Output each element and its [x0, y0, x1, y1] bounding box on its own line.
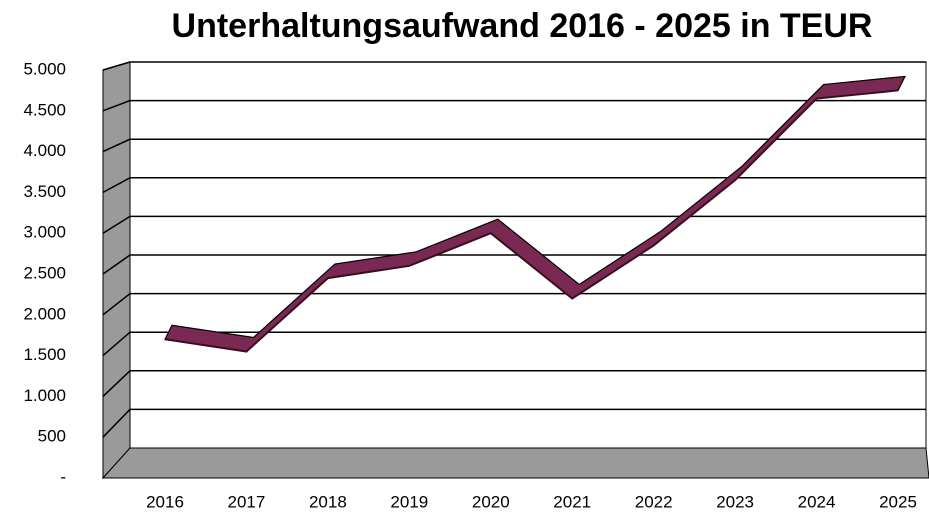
grid-line-side: [102, 61, 131, 71]
grid-line-side: [102, 99, 131, 112]
line: [164, 89, 899, 353]
y-tick-label: 2.000: [23, 304, 66, 323]
grid-line-side: [102, 254, 131, 275]
left-wall: [102, 61, 131, 480]
x-tick-label: 2019: [390, 492, 428, 511]
grid-line-side: [102, 177, 131, 194]
x-tick-label: 2020: [472, 492, 510, 511]
grid-line-side: [102, 215, 131, 234]
y-tick-label: 1.500: [23, 345, 66, 364]
y-tick-label: -: [60, 467, 66, 486]
y-tick-label: 3.000: [23, 223, 66, 242]
y-tick-label: 1.000: [23, 386, 66, 405]
y-tick-label: 5.000: [23, 59, 66, 78]
floor: [101, 447, 929, 479]
x-tick-label: 2021: [553, 492, 591, 511]
y-tick-label: 4.000: [23, 141, 66, 160]
grid-line-side: [102, 370, 131, 397]
grid-line-side: [102, 408, 131, 438]
y-tick-label: 2.500: [23, 263, 66, 282]
x-tick-label: 2025: [879, 492, 917, 511]
x-tick-label: 2022: [635, 492, 673, 511]
y-tick-label: 500: [38, 427, 66, 446]
grid-line-side: [102, 331, 131, 357]
x-tick-label: 2017: [228, 492, 266, 511]
x-tick-label: 2018: [309, 492, 347, 511]
y-tick-label: 3.500: [23, 182, 66, 201]
x-tick-label: 2016: [146, 492, 184, 511]
grid-line-side: [102, 138, 131, 153]
grid-line-side: [102, 293, 131, 316]
chart-title: Unterhaltungsaufwand 2016 - 2025 in TEUR: [172, 7, 873, 45]
x-tick-label: 2023: [716, 492, 754, 511]
x-tick-label: 2024: [798, 492, 836, 511]
y-tick-label: 4.500: [23, 100, 66, 119]
